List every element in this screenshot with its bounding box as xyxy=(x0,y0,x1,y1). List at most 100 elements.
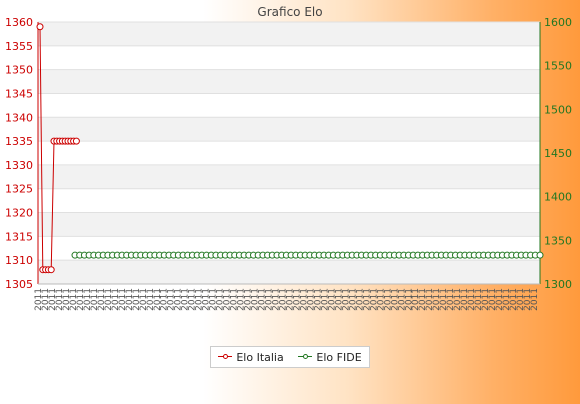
x-tick-label: 2011 xyxy=(460,288,470,311)
x-tick-label: 2011 xyxy=(272,288,282,311)
x-tick-label: 2011 xyxy=(237,288,247,311)
y-left-tick-label: 1355 xyxy=(5,40,33,53)
x-tick-label: 2011 xyxy=(390,288,400,311)
x-tick-label: 2011 xyxy=(139,288,149,311)
legend: Elo Italia Elo FIDE xyxy=(210,346,370,368)
y-right-tick-label: 1600 xyxy=(544,16,572,29)
y-left-tick-label: 1360 xyxy=(5,16,33,29)
x-tick-label: 2011 xyxy=(188,288,198,311)
x-tick-label: 2011 xyxy=(432,288,442,311)
x-tick-label: 2011 xyxy=(62,288,72,311)
legend-swatch-elo-fide xyxy=(298,352,313,362)
x-tick-label: 2011 xyxy=(125,288,135,311)
legend-item-elo-italia: Elo Italia xyxy=(218,351,284,364)
y-left-tick-label: 1340 xyxy=(5,111,33,124)
y-right-tick-label: 1300 xyxy=(544,278,572,291)
data-point-elo-italia xyxy=(72,137,80,145)
x-tick-label: 2011 xyxy=(83,288,93,311)
x-tick-label: 2011 xyxy=(153,288,163,311)
x-tick-label: 2011 xyxy=(97,288,107,311)
x-tick-label: 2011 xyxy=(55,288,65,311)
x-tick-label: 2011 xyxy=(265,288,275,311)
x-tick-label: 2011 xyxy=(306,288,316,311)
grid-band xyxy=(38,69,540,94)
x-tick-label: 2011 xyxy=(132,288,142,311)
chart-title: Grafico Elo xyxy=(257,5,322,19)
x-tick-label: 2011 xyxy=(467,288,477,311)
y-left-tick-label: 1310 xyxy=(5,254,33,267)
x-tick-label: 2011 xyxy=(48,288,58,311)
x-tick-label: 2011 xyxy=(488,288,498,311)
x-tick-label: 2011 xyxy=(251,288,261,311)
x-tick-label: 2011 xyxy=(509,288,519,311)
data-point-elo-italia xyxy=(47,266,55,274)
grid-band xyxy=(38,22,540,46)
x-tick-label: 2011 xyxy=(397,288,407,311)
x-tick-label: 2011 xyxy=(41,288,51,311)
x-tick-label: 2011 xyxy=(348,288,358,311)
data-point-elo-fide xyxy=(536,251,544,259)
x-tick-label: 2011 xyxy=(292,288,302,311)
x-tick-label: 2011 xyxy=(530,288,540,311)
grid-band xyxy=(38,164,540,189)
x-tick-label: 2011 xyxy=(481,288,491,311)
x-tick-label: 2011 xyxy=(181,288,191,311)
x-tick-label: 2011 xyxy=(69,288,79,311)
x-tick-label: 2011 xyxy=(167,288,177,311)
y-right-tick-label: 1550 xyxy=(544,60,572,73)
x-tick-label: 2011 xyxy=(279,288,289,311)
x-tick-label: 2011 xyxy=(474,288,484,311)
legend-swatch-elo-italia xyxy=(218,352,233,362)
y-left-tick-label: 1330 xyxy=(5,159,33,172)
y-left-tick-label: 1345 xyxy=(5,87,33,100)
x-tick-label: 2011 xyxy=(320,288,330,311)
x-tick-label: 2011 xyxy=(34,288,44,311)
x-tick-label: 2011 xyxy=(341,288,351,311)
y-right-tick-label: 1500 xyxy=(544,103,572,116)
legend-label-elo-fide: Elo FIDE xyxy=(316,350,362,364)
x-tick-label: 2011 xyxy=(299,288,309,311)
y-left-tick-label: 1315 xyxy=(5,230,33,243)
y-left-tick-label: 1350 xyxy=(5,64,33,77)
y-right-tick-label: 1350 xyxy=(544,234,572,247)
x-tick-label: 2011 xyxy=(411,288,421,311)
y-left-tick-label: 1320 xyxy=(5,207,33,220)
x-tick-label: 2011 xyxy=(516,288,526,311)
data-point-elo-italia xyxy=(36,23,44,31)
legend-item-elo-fide: Elo FIDE xyxy=(298,350,362,364)
x-tick-label: 2011 xyxy=(376,288,386,311)
x-tick-label: 2011 xyxy=(195,288,205,311)
x-tick-label: 2011 xyxy=(327,288,337,311)
x-tick-label: 2011 xyxy=(104,288,114,311)
x-tick-label: 2011 xyxy=(118,288,128,311)
x-tick-label: 2011 xyxy=(334,288,344,311)
x-tick-label: 2011 xyxy=(223,288,233,311)
x-tick-label: 2011 xyxy=(383,288,393,311)
grid-band xyxy=(38,212,540,237)
x-tick-label: 2011 xyxy=(111,288,121,311)
x-tick-label: 2011 xyxy=(425,288,435,311)
x-tick-label: 2011 xyxy=(369,288,379,311)
x-tick-label: 2011 xyxy=(404,288,414,311)
x-tick-label: 2011 xyxy=(174,288,184,311)
x-tick-label: 2011 xyxy=(230,288,240,311)
x-tick-label: 2011 xyxy=(495,288,505,311)
x-tick-label: 2011 xyxy=(146,288,156,311)
x-tick-label: 2011 xyxy=(418,288,428,311)
y-left-tick-label: 1325 xyxy=(5,183,33,196)
y-right-tick-label: 1450 xyxy=(544,147,572,160)
x-tick-label: 2011 xyxy=(523,288,533,311)
x-tick-label: 2011 xyxy=(160,288,170,311)
plot-area xyxy=(38,22,540,284)
y-left-tick-label: 1305 xyxy=(5,278,33,291)
x-tick-label: 2011 xyxy=(355,288,365,311)
y-left-tick-label: 1335 xyxy=(5,135,33,148)
x-tick-label: 2011 xyxy=(216,288,226,311)
y-right-tick-label: 1400 xyxy=(544,191,572,204)
x-tick-label: 2011 xyxy=(244,288,254,311)
x-tick-label: 2011 xyxy=(502,288,512,311)
grid-band xyxy=(38,117,540,142)
x-tick-label: 2011 xyxy=(362,288,372,311)
